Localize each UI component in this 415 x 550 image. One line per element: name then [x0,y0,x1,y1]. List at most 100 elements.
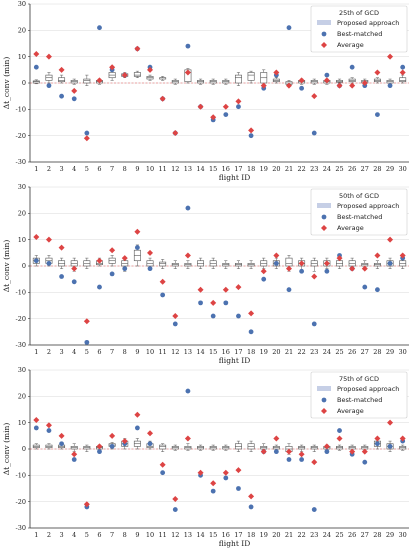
average-point [323,77,330,84]
x-tick-label: 9 [135,531,139,539]
best-matched-point [185,205,191,211]
legend-title: 25th of GCD [339,9,379,17]
y-tick-label: 0 [22,445,26,453]
best-matched-point [122,266,128,272]
y-axis-label: Δt_conv (min) [2,423,11,476]
x-tick-label: 26 [348,531,356,539]
x-tick-label: 15 [209,531,217,539]
x-tick-label: 22 [297,531,305,539]
x-tick-label: 10 [146,348,154,356]
average-point [235,98,242,105]
x-tick-label: 1 [34,531,38,539]
y-tick-label: -10 [16,106,26,114]
x-tick-label: 13 [184,348,192,356]
legend-label-proposed: Proposed approach [337,385,399,393]
average-point [399,435,406,442]
best-matched-point [375,112,380,117]
best-matched-point [261,276,267,282]
best-matched-point [248,133,254,139]
y-tick-label: 10 [18,236,26,244]
average-point [235,284,242,291]
x-tick-label: 7 [110,165,114,173]
x-tick-label: 18 [247,531,255,539]
x-tick-label: 26 [348,165,356,173]
average-point [159,95,166,102]
x-tick-label: 13 [184,165,192,173]
average-point [184,435,191,442]
average-point [71,451,78,458]
x-tick-label: 20 [272,348,280,356]
best-matched-point [387,260,393,266]
best-matched-point [299,268,305,274]
best-matched-point [375,287,380,293]
average-point [172,496,179,503]
average-point [336,255,343,262]
best-matched-point [84,130,90,136]
average-point [323,443,330,450]
x-tick-label: 2 [47,531,51,539]
average-point [96,443,103,450]
x-tick-label: 2 [47,348,51,356]
average-point [260,448,267,455]
average-point [197,469,204,476]
best-matched-point [248,504,254,510]
average-point [361,265,368,272]
legend-swatch-proposed [317,203,331,208]
average-point [33,51,40,58]
legend-frame [310,188,408,236]
x-tick-label: 22 [297,348,305,356]
average-point [374,435,381,442]
x-tick-label: 8 [123,165,127,173]
legend-marker-average [321,408,327,414]
x-tick-label: 16 [222,531,230,539]
x-tick-label: 15 [209,348,217,356]
legend-label-best: Best-matched [337,213,382,221]
average-point [45,236,52,243]
best-matched-point [147,266,153,272]
best-matched-point [223,475,229,481]
y-tick-label: 0 [22,79,26,87]
best-matched-point [59,93,64,99]
average-point [210,114,217,121]
best-matched-point [286,287,292,293]
y-tick-label: 10 [18,419,26,427]
average-point [83,501,90,508]
legend-label-proposed: Proposed approach [337,202,399,210]
average-point [184,252,191,259]
x-tick-label: 19 [260,531,268,539]
best-matched-point [273,260,279,266]
average-point [387,53,394,60]
x-tick-label: 18 [247,348,255,356]
legend-swatch-proposed [317,20,331,25]
average-point [361,80,368,86]
x-tick-label: 24 [323,531,331,539]
x-tick-label: 10 [146,531,154,539]
average-point [311,273,318,280]
best-matched-point [172,321,178,327]
best-matched-point [185,43,191,49]
y-tick-label: -30 [16,158,26,166]
legend-label-proposed: Proposed approach [337,19,399,27]
x-tick-label: 17 [234,531,242,539]
x-tick-label: 14 [196,165,204,173]
average-point [159,461,166,468]
legend-title: 75th of GCD [339,375,379,383]
average-point [58,244,65,251]
x-tick-label: 4 [72,531,76,539]
x-tick-label: 23 [310,348,318,356]
average-point [222,469,229,476]
average-point [336,435,343,442]
average-point [399,69,406,76]
best-matched-point [97,449,102,455]
legend-marker-average [321,42,327,48]
x-tick-label: 9 [135,165,139,173]
average-point [260,82,267,89]
average-point [96,257,103,264]
box-body [285,257,293,267]
average-point [172,313,179,320]
x-tick-label: 29 [386,348,394,356]
x-tick-label: 1 [34,165,38,173]
legend-frame [310,5,408,53]
